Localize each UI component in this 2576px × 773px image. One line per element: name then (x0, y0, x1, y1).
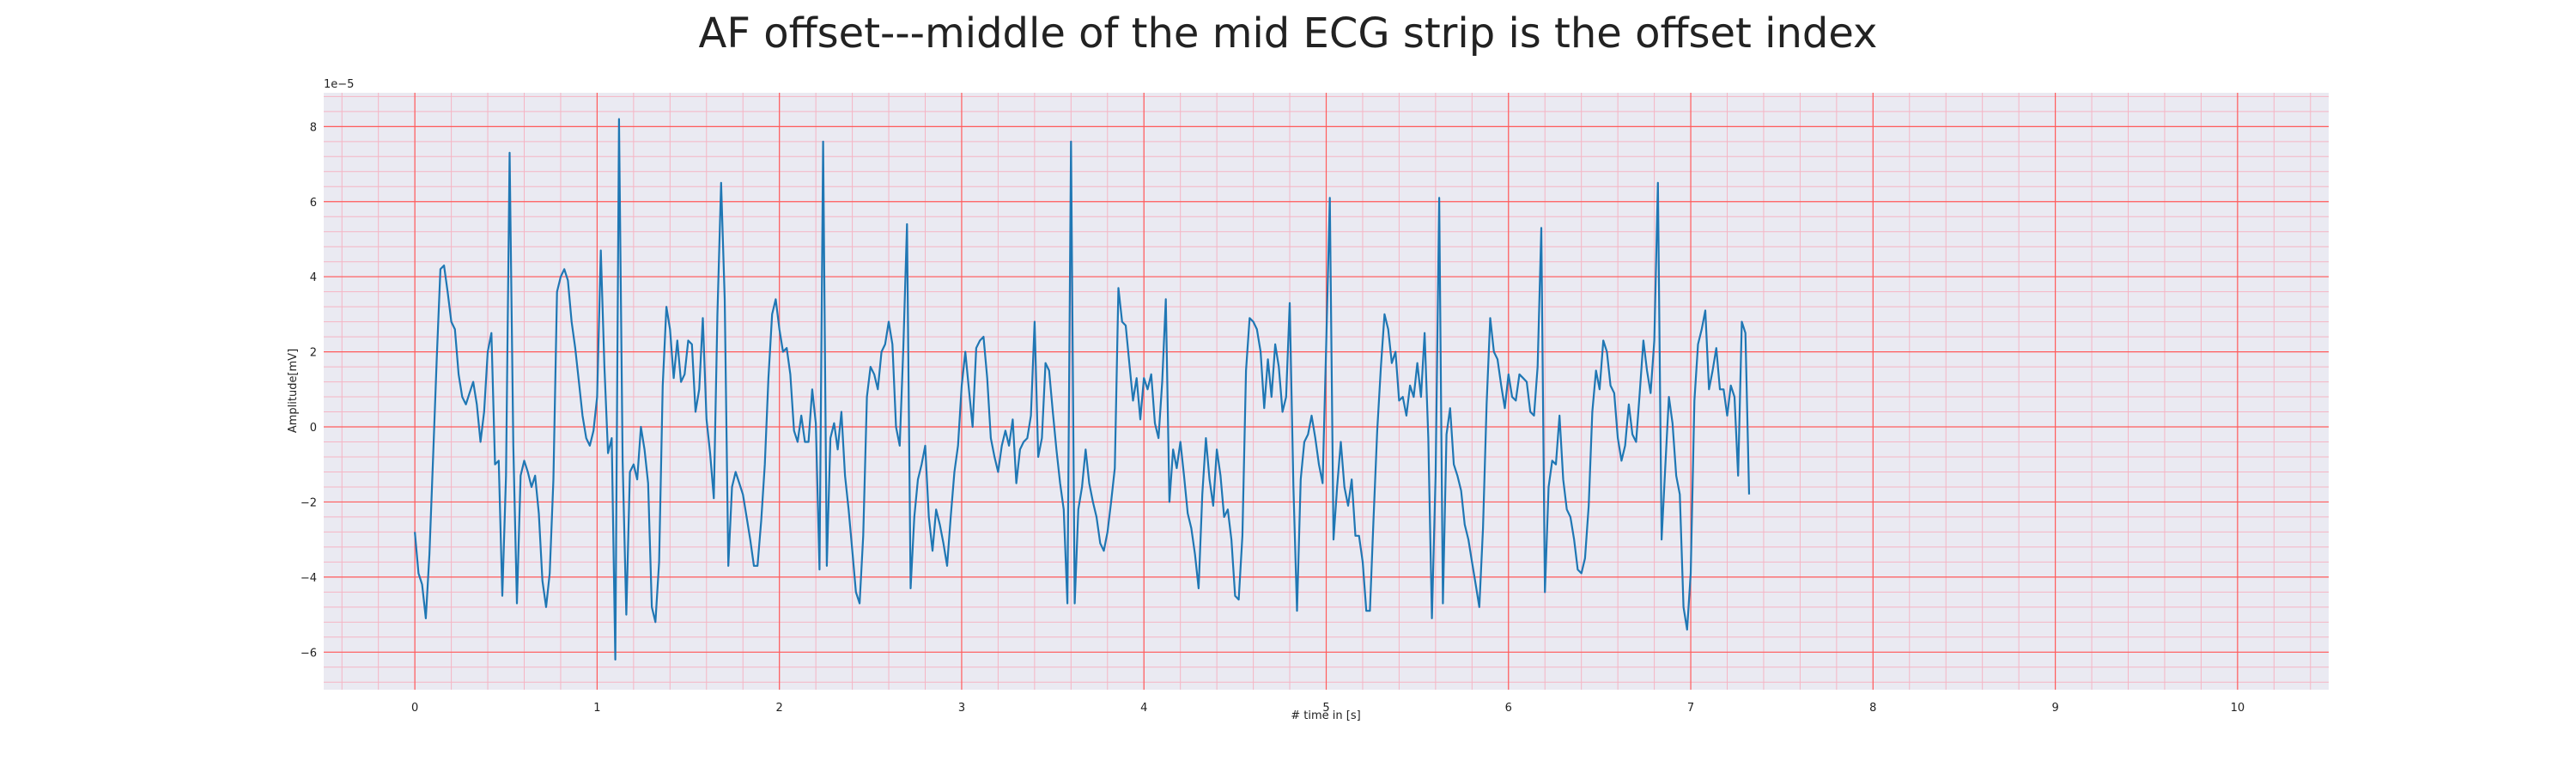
x-tick-label: 6 (1505, 702, 1512, 715)
x-tick-label: 2 (776, 702, 783, 715)
y-tick-label: 0 (310, 422, 317, 435)
y-tick-label: 6 (310, 197, 317, 210)
x-tick-label: 4 (1140, 702, 1147, 715)
y-scale-exponent: 1e−5 (324, 78, 354, 91)
x-tick-label: 8 (1869, 702, 1876, 715)
ecg-series-line (414, 118, 1751, 661)
y-tick-label: 8 (310, 121, 317, 134)
x-tick-label: 0 (411, 702, 418, 715)
y-tick-label: −2 (301, 496, 317, 509)
x-tick-label: 7 (1687, 702, 1694, 715)
y-tick-label: 2 (310, 347, 317, 360)
x-tick-label: 3 (958, 702, 965, 715)
x-axis-label: # time in [s] (1291, 709, 1360, 722)
y-tick-labels: −6 −4 −2 0 2 4 6 8 (301, 121, 317, 660)
x-tick-labels: 0 1 2 3 4 5 6 7 8 9 10 (411, 702, 2245, 715)
x-tick-label: 9 (2051, 702, 2058, 715)
y-tick-label: −6 (301, 647, 317, 660)
x-tick-label: 1 (593, 702, 600, 715)
chart-title: AF offset---middle of the mid ECG strip … (699, 9, 1878, 58)
y-tick-label: 4 (310, 271, 317, 284)
x-tick-label: 5 (1322, 702, 1329, 715)
y-tick-label: −4 (301, 572, 317, 585)
y-axis-label: Amplitude[mV] (287, 349, 300, 433)
x-tick-label: 10 (2231, 702, 2245, 715)
